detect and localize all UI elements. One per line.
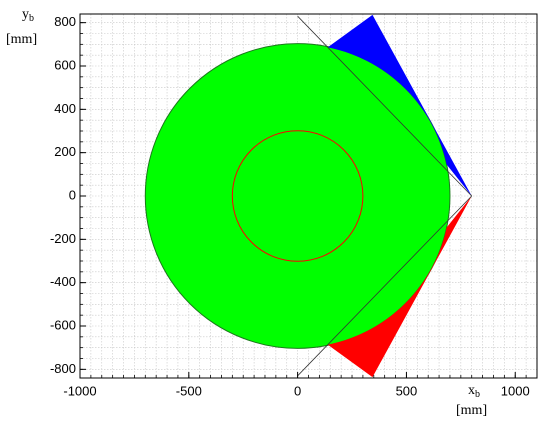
x-tick-label: 1000 [501,383,530,398]
y-tick-label: 200 [54,144,76,159]
y-tick-label: -800 [50,361,76,376]
y_label-sub: b [29,13,34,24]
y-tick-label: 800 [54,14,76,29]
x_label-main: x [468,383,475,398]
y_label-name: yb [22,7,34,24]
y-tick-label: -600 [50,317,76,332]
x_label-sub: b [475,389,480,400]
y_label-main: y [22,7,29,22]
y_label-unit: [mm] [6,32,37,47]
circle [144,43,451,349]
y-tick-label: 600 [54,57,76,72]
y-tick-label: -400 [50,274,76,289]
y-tick-label: -200 [50,231,76,246]
region [327,14,472,196]
y-tick-label: 0 [69,187,76,202]
guide-line [297,195,473,377]
x-tick-label: 0 [294,383,301,398]
y-tick-label: 400 [54,101,76,116]
x-tick-label: -500 [176,383,202,398]
x_label-unit: [mm] [456,403,487,418]
x_label-name: xb [468,383,480,400]
x-tick-label: 500 [396,383,418,398]
circle [231,130,364,262]
guide-line [297,15,473,197]
region [327,196,472,378]
x-tick-label: -1000 [63,383,96,398]
